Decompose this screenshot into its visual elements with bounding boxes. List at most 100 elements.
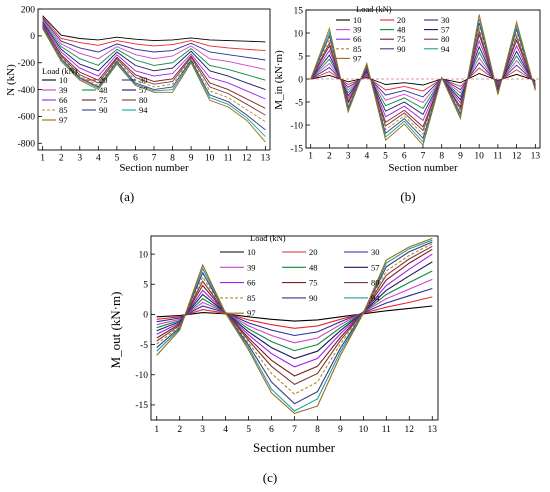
legend-label-30: 30	[441, 15, 450, 25]
y-tick-label: -200	[18, 59, 36, 69]
panel-b-caption: (b)	[400, 189, 415, 204]
legend-label-57: 57	[371, 262, 380, 272]
x-tick-label: 2	[59, 154, 64, 164]
series-line-57	[310, 45, 536, 116]
panel-c-series-lines	[156, 237, 433, 415]
legend-label-94: 94	[441, 44, 450, 54]
x-tick-label: 4	[364, 152, 369, 162]
legend-label-90: 90	[99, 105, 108, 115]
legend-label-85: 85	[353, 44, 362, 54]
legend-label-57: 57	[139, 85, 148, 95]
x-tick-label: 6	[269, 425, 274, 435]
y-tick-label: -10	[290, 121, 303, 131]
x-tick-label: 3	[346, 152, 351, 162]
legend-label-94: 94	[371, 293, 380, 303]
x-tick-label: 11	[382, 425, 391, 435]
panel-c-caption: (c)	[263, 470, 277, 485]
series-line-48	[42, 20, 266, 81]
legend-label-80: 80	[441, 34, 450, 44]
panel-c-x-axis-label: Section number	[253, 440, 336, 455]
series-line-80	[156, 245, 433, 386]
y-tick-label: 0	[298, 75, 303, 85]
x-tick-label: 11	[224, 154, 233, 164]
series-line-48	[156, 270, 433, 352]
series-line-39	[310, 56, 536, 104]
legend-label-10: 10	[59, 75, 68, 85]
legend-label-94: 94	[139, 105, 148, 115]
x-tick-label: 2	[177, 425, 182, 435]
series-line-97	[156, 237, 433, 415]
legend-label-20: 20	[99, 75, 108, 85]
panel-c-y-axis-label: M_out (kN·m)	[108, 292, 123, 369]
y-tick-label: -600	[18, 113, 36, 123]
x-tick-label: 3	[200, 425, 205, 435]
x-tick-label: 13	[531, 152, 541, 162]
x-tick-label: 10	[205, 154, 215, 164]
legend-label-30: 30	[371, 247, 380, 257]
panel-a-y-axis-label: N (kN)	[5, 64, 17, 96]
panel-b-series-lines	[310, 14, 536, 147]
y-tick-label: 15	[294, 6, 304, 16]
y-tick-label: 0	[143, 311, 148, 321]
panel-b-legend: Load (kN)10 20 30 39 48 57 66 75 80 85 90 94 97	[336, 4, 450, 63]
series-line-48	[310, 51, 536, 110]
legend-label-10: 10	[247, 247, 256, 257]
legend-label-66: 66	[353, 34, 362, 44]
series-line-39	[156, 278, 433, 344]
series-line-10	[42, 15, 266, 43]
y-tick-label: 10	[139, 250, 149, 260]
series-line-10	[156, 305, 433, 322]
panel-a-plot-frame	[37, 8, 271, 151]
x-tick-label: 10	[359, 425, 369, 435]
legend-label-75: 75	[99, 95, 108, 105]
legend-title: Load (kN)	[356, 4, 392, 14]
legend-label-85: 85	[59, 105, 68, 115]
x-tick-label: 7	[292, 425, 297, 435]
series-line-97	[310, 14, 536, 147]
series-line-90	[42, 26, 266, 131]
panel-a-legend: Load (kN)10 20 30 39 48 57 66 75 80 85 90 94 97	[42, 66, 148, 125]
panel-a-x-axis-label: Section number	[119, 162, 189, 174]
legend-title: Load (kN)	[250, 233, 286, 243]
series-line-90	[156, 241, 433, 405]
x-tick-label: 12	[242, 154, 252, 164]
series-line-10	[310, 73, 536, 86]
legend-label-97: 97	[59, 115, 68, 125]
x-tick-label: 3	[77, 154, 82, 164]
legend-label-90: 90	[397, 44, 406, 54]
x-tick-label: 1	[40, 154, 45, 164]
y-tick-label: -5	[140, 341, 148, 351]
series-line-30	[310, 62, 536, 98]
legend-label-39: 39	[247, 262, 256, 272]
y-tick-label: 5	[298, 52, 303, 62]
legend-label-20: 20	[397, 15, 406, 25]
panel-c-legend: Load (kN) 10 20 30 39 48 57 66 75 80 85 90 94 97	[220, 233, 380, 318]
series-line-75	[156, 248, 433, 377]
series-line-20	[42, 16, 266, 52]
panel-a-series-lines	[42, 15, 266, 143]
legend-label-48: 48	[397, 25, 406, 35]
legend-label-48: 48	[309, 262, 318, 272]
series-line-57	[42, 22, 266, 91]
x-tick-label: 5	[115, 154, 120, 164]
legend-label-39: 39	[353, 25, 362, 35]
legend-label-20: 20	[309, 247, 318, 257]
x-tick-label: 4	[223, 425, 228, 435]
x-tick-label: 1	[308, 152, 313, 162]
y-tick-label: 5	[143, 281, 148, 291]
series-line-30	[42, 18, 266, 61]
legend-label-57: 57	[441, 25, 450, 35]
legend-label-39: 39	[59, 85, 68, 95]
x-tick-label: 1	[154, 425, 159, 435]
legend-label-10: 10	[353, 15, 362, 25]
series-line-57	[156, 261, 433, 360]
x-tick-label: 5	[383, 152, 388, 162]
x-tick-label: 13	[261, 154, 271, 164]
x-tick-label: 8	[315, 425, 320, 435]
